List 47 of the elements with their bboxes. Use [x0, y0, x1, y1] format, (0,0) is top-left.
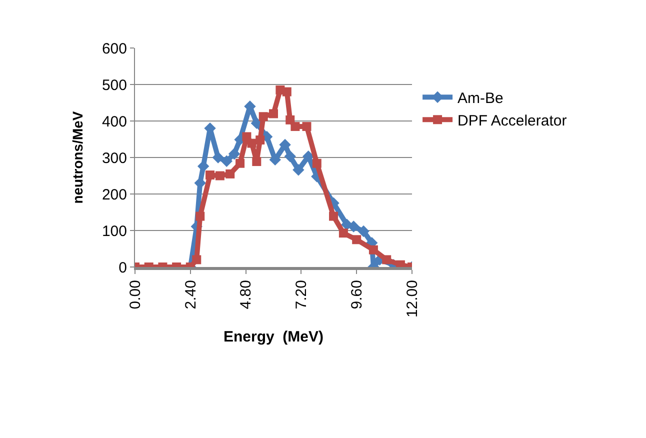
y-tick-label: 0: [118, 259, 127, 276]
point: [292, 164, 304, 176]
point: [302, 150, 314, 162]
x-axis-title: Energy (MeV): [223, 328, 324, 346]
y-tick-label: 200: [102, 186, 127, 204]
point: [352, 235, 362, 244]
point: [279, 138, 291, 151]
y-tick-label: 400: [102, 113, 127, 130]
point: [284, 150, 296, 162]
point: [358, 225, 370, 238]
point: [192, 255, 202, 264]
y-tick-label: 500: [102, 76, 127, 94]
point: [368, 245, 378, 254]
point: [269, 109, 278, 118]
point: [282, 87, 292, 96]
x-tick-label: 2.40: [182, 280, 200, 310]
point: [290, 122, 300, 131]
legend-label: Am-Be: [458, 90, 504, 107]
point: [338, 228, 348, 238]
point: [220, 155, 232, 167]
point: [312, 158, 322, 168]
x-tick-label: 7.20: [293, 280, 310, 310]
point: [382, 255, 392, 264]
point: [329, 212, 338, 221]
point: [252, 157, 262, 166]
point: [228, 148, 240, 160]
point: [226, 169, 235, 178]
y-axis-title: neutrons/MeV: [70, 110, 86, 204]
x-tick-label: 12.00: [404, 280, 421, 318]
point: [302, 122, 312, 131]
point: [212, 152, 224, 164]
point: [258, 112, 268, 122]
x-tick-label: 9.60: [348, 280, 366, 310]
point: [348, 220, 360, 232]
point: [206, 170, 215, 180]
y-tick-label: 600: [102, 40, 127, 58]
y-tick-label: 100: [102, 222, 127, 240]
y-tick-label: 300: [102, 150, 127, 167]
legend-label: DPF Accelerator: [458, 112, 567, 130]
x-tick-label: 0.00: [126, 280, 144, 310]
point: [196, 212, 205, 221]
point: [215, 171, 224, 180]
point: [236, 158, 245, 168]
x-tick-label: 4.80: [238, 280, 255, 310]
point: [247, 138, 256, 148]
point: [256, 135, 265, 144]
point: [242, 132, 252, 142]
